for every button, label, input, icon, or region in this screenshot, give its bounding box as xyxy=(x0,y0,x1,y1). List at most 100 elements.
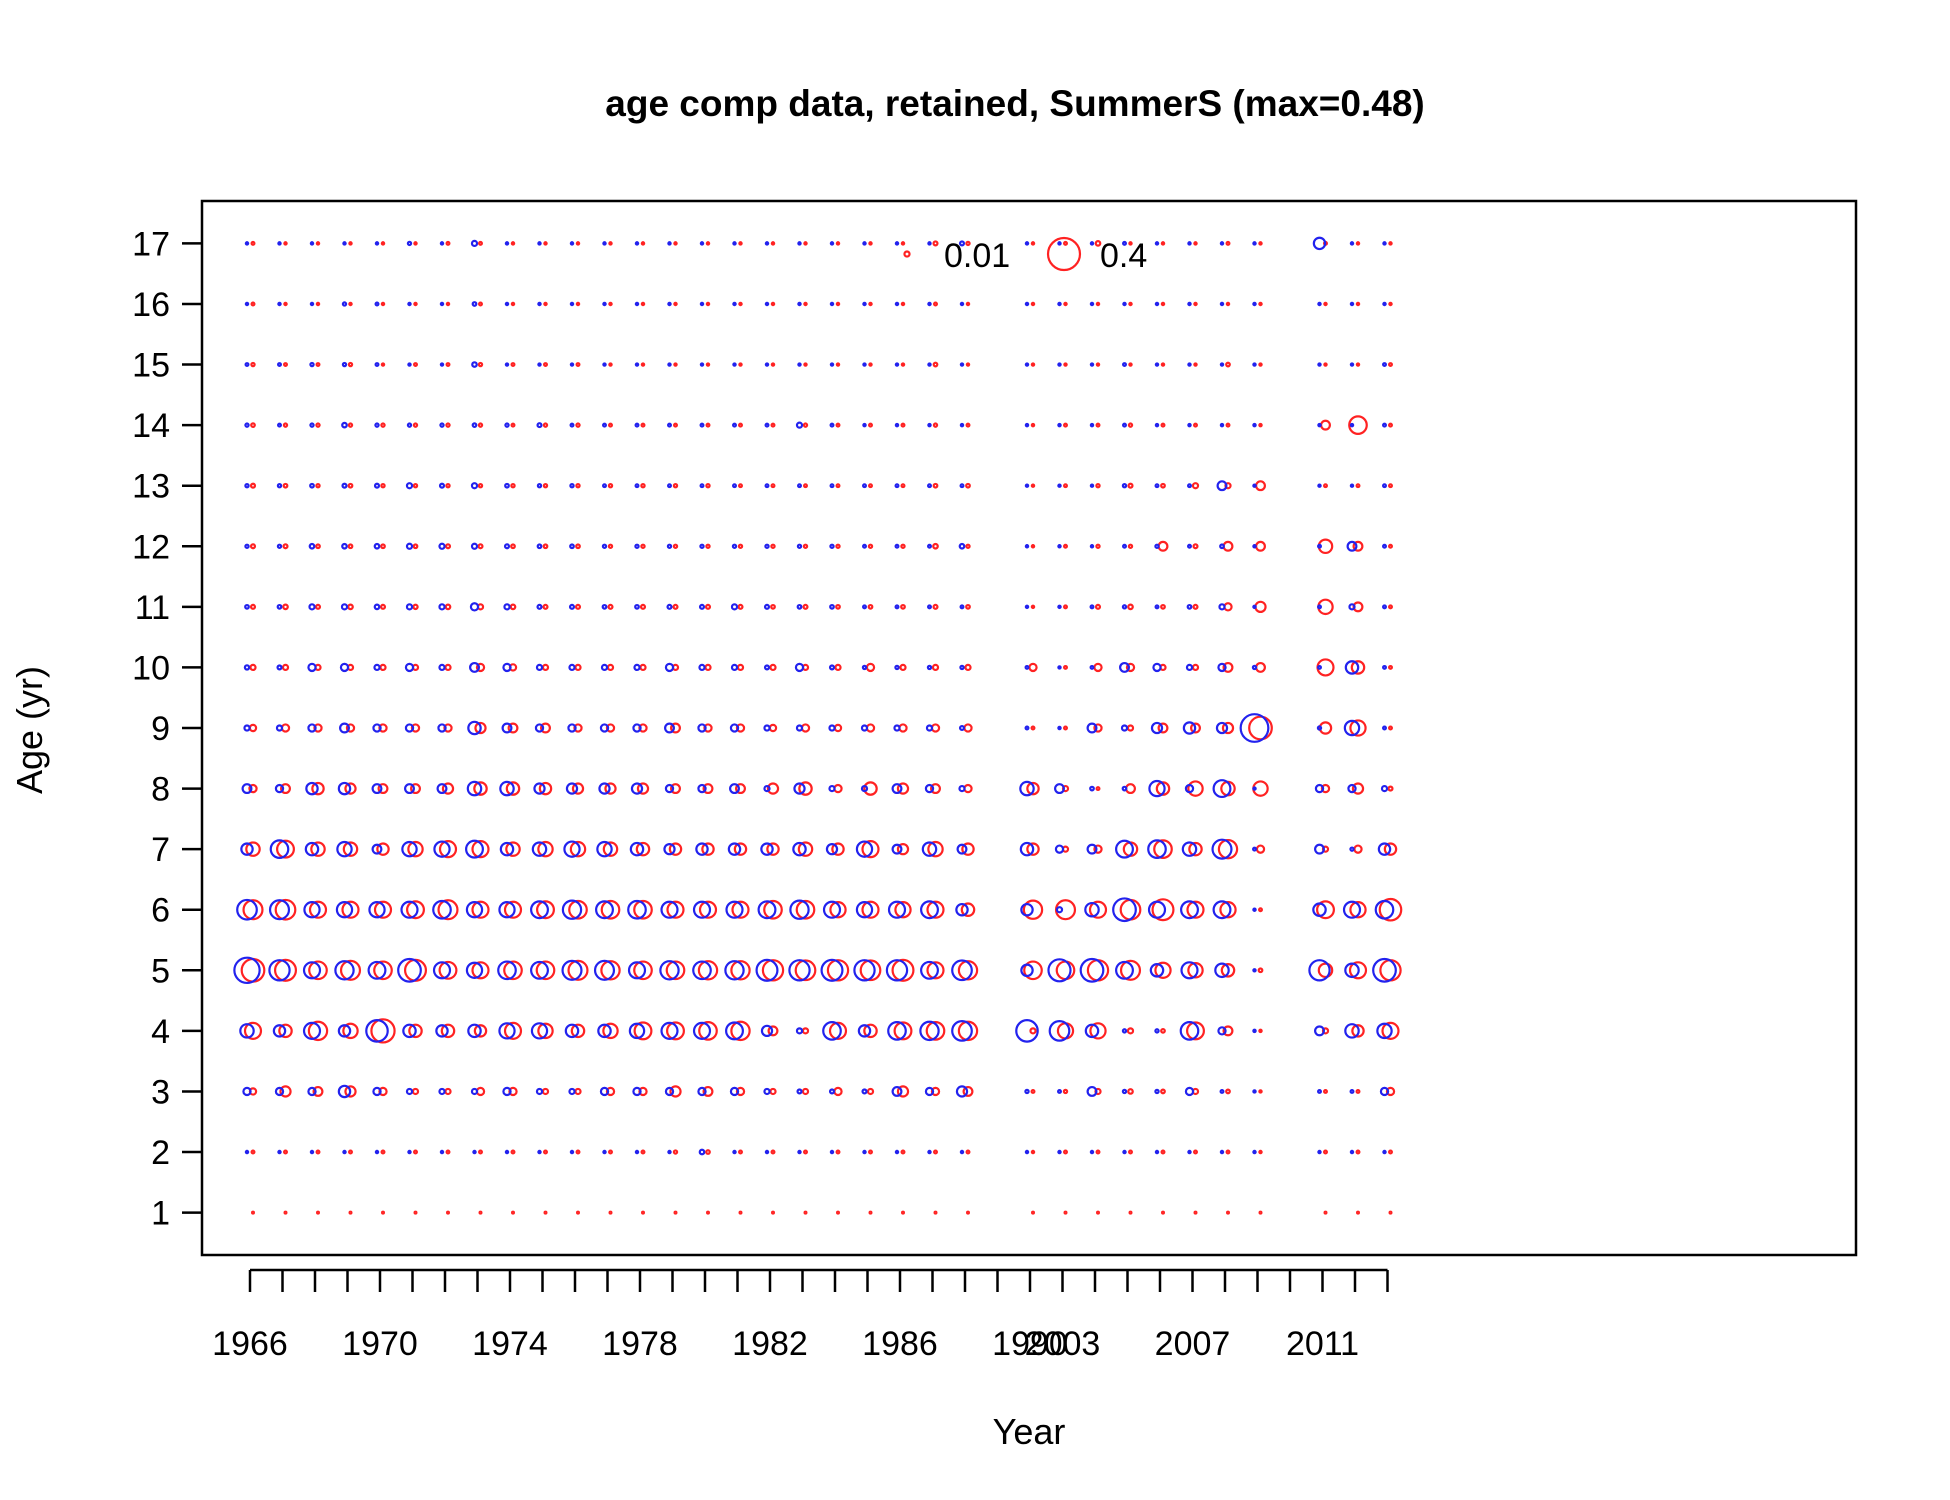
bubble xyxy=(374,1149,380,1155)
bubble xyxy=(313,723,323,733)
bubble xyxy=(958,724,966,732)
bubble xyxy=(1079,957,1105,983)
bubble xyxy=(701,842,715,856)
bubble xyxy=(309,301,315,307)
bubbles-series-2 xyxy=(233,236,1397,1156)
bubble xyxy=(834,663,842,672)
bubble xyxy=(965,1149,971,1155)
bubble xyxy=(250,361,256,368)
bubble xyxy=(1222,1025,1234,1037)
bubble xyxy=(439,1149,445,1155)
bubble xyxy=(737,603,744,610)
bubble xyxy=(965,422,971,428)
bubble xyxy=(1030,544,1036,549)
bubble xyxy=(1122,301,1127,307)
bubble xyxy=(1380,784,1389,793)
bubble xyxy=(467,1023,482,1039)
bubble xyxy=(1193,1149,1198,1155)
bubble xyxy=(1186,900,1205,919)
bubble xyxy=(502,662,512,673)
bubble xyxy=(608,1149,613,1155)
bubble xyxy=(1191,482,1200,490)
bubble xyxy=(277,1149,282,1155)
bubble xyxy=(1351,782,1365,795)
bubble xyxy=(1089,483,1095,488)
bubble xyxy=(575,543,581,550)
bubble xyxy=(283,241,288,246)
bubble xyxy=(803,1149,808,1155)
bubble xyxy=(1252,1149,1257,1155)
bubble xyxy=(763,603,771,610)
bubble xyxy=(276,839,295,859)
bubble xyxy=(302,961,322,980)
bubble xyxy=(1121,483,1128,489)
bubble xyxy=(725,900,744,919)
bubble xyxy=(1024,241,1030,246)
bubble xyxy=(634,362,640,367)
bubble xyxy=(465,961,484,979)
bubble xyxy=(1252,1089,1257,1094)
bubble xyxy=(927,1149,932,1155)
bubble xyxy=(699,301,705,307)
bubble xyxy=(1388,301,1393,307)
bubble xyxy=(1191,663,1200,672)
bubble xyxy=(345,723,356,733)
bubble xyxy=(891,843,903,855)
bubble xyxy=(606,663,615,672)
bubble xyxy=(1255,480,1266,492)
bubble xyxy=(764,1149,770,1155)
bubble xyxy=(1378,897,1403,922)
bubble xyxy=(243,724,251,732)
bubble xyxy=(337,1024,352,1038)
bubble xyxy=(1057,665,1062,670)
bubble xyxy=(543,1149,548,1155)
bubble xyxy=(730,960,751,981)
bubble xyxy=(951,1019,973,1042)
bubble xyxy=(738,1149,743,1155)
bubble xyxy=(530,900,549,920)
bubble xyxy=(853,959,876,982)
bubble xyxy=(632,723,642,733)
bubble xyxy=(1122,362,1127,368)
bubble xyxy=(1187,780,1204,797)
legend: 0.01 0.4 xyxy=(903,236,1147,275)
bubble xyxy=(1225,1149,1231,1155)
bubble xyxy=(962,1085,974,1097)
bubble xyxy=(699,241,705,246)
bubble xyxy=(669,1085,682,1098)
bubble xyxy=(1160,362,1166,367)
bubble xyxy=(1258,1149,1263,1155)
bubble xyxy=(627,961,647,980)
bubble xyxy=(1122,240,1127,246)
bubble xyxy=(1314,1025,1325,1037)
bubble xyxy=(1119,959,1142,981)
bubble xyxy=(755,958,779,982)
bubble xyxy=(698,603,706,610)
bubble xyxy=(568,603,576,610)
bubble xyxy=(541,663,550,672)
bubble xyxy=(469,661,480,673)
bubble xyxy=(1160,422,1166,428)
bubble xyxy=(1382,664,1387,670)
bubble xyxy=(867,543,874,549)
bubble xyxy=(797,841,814,857)
bubble xyxy=(692,900,712,919)
bubble xyxy=(600,899,621,920)
bubble xyxy=(1030,1149,1036,1155)
bubble xyxy=(268,959,291,982)
bubble xyxy=(829,362,835,367)
bubble xyxy=(1316,900,1335,920)
bubble xyxy=(1030,483,1036,488)
bubble xyxy=(932,482,939,489)
bubble xyxy=(411,1087,420,1096)
bubble xyxy=(537,241,542,246)
bubble xyxy=(770,301,776,307)
bubble xyxy=(1355,483,1361,489)
bubble xyxy=(574,663,582,672)
bubble xyxy=(672,603,679,610)
bubble xyxy=(1127,482,1134,489)
bubble xyxy=(249,603,257,610)
bubble xyxy=(1154,961,1172,979)
bubble xyxy=(933,1149,938,1155)
bubble xyxy=(634,543,640,549)
